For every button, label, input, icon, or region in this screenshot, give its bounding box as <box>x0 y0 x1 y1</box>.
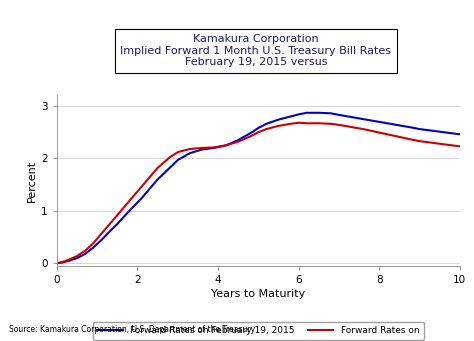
Forward Rates on February 19, 2015 <box>122 213 128 217</box>
Forward Rates on <box>122 204 128 208</box>
Forward Rates on <box>106 222 112 226</box>
Forward Rates on February 19, 2015 <box>384 121 390 125</box>
Forward Rates on February 19, 2015 <box>90 246 96 250</box>
Forward Rates on <box>428 140 434 145</box>
Forward Rates on February 19, 2015 <box>223 143 229 147</box>
Forward Rates on February 19, 2015 <box>316 111 321 115</box>
Forward Rates on February 19, 2015 <box>457 132 463 136</box>
Forward Rates on February 19, 2015 <box>296 112 301 116</box>
Forward Rates on <box>384 132 390 136</box>
Forward Rates on <box>74 254 80 258</box>
Forward Rates on <box>66 258 72 262</box>
Forward Rates on February 19, 2015 <box>441 130 447 134</box>
Forward Rates on February 19, 2015 <box>106 230 112 234</box>
Forward Rates on <box>146 175 152 179</box>
Forward Rates on <box>457 144 463 148</box>
Forward Rates on February 19, 2015 <box>276 118 282 122</box>
Forward Rates on February 19, 2015 <box>328 111 334 115</box>
Forward Rates on February 19, 2015 <box>74 256 80 260</box>
Forward Rates on <box>155 166 160 170</box>
Forward Rates on February 19, 2015 <box>82 252 88 256</box>
Forward Rates on <box>60 260 66 264</box>
Forward Rates on <box>264 127 269 131</box>
Forward Rates on <box>360 127 366 131</box>
Forward Rates on <box>453 144 458 148</box>
Forward Rates on February 19, 2015 <box>175 158 181 162</box>
Forward Rates on <box>316 121 321 125</box>
Forward Rates on February 19, 2015 <box>336 113 342 117</box>
Forward Rates on <box>114 213 120 217</box>
Forward Rates on <box>348 125 354 129</box>
Forward Rates on <box>304 121 310 125</box>
Forward Rates on February 19, 2015 <box>138 196 144 201</box>
Forward Rates on <box>187 147 192 151</box>
Forward Rates on February 19, 2015 <box>155 177 160 181</box>
Forward Rates on February 19, 2015 <box>409 125 414 130</box>
Forward Rates on <box>255 130 261 134</box>
Forward Rates on <box>54 261 60 265</box>
Forward Rates on <box>175 150 181 154</box>
Forward Rates on <box>296 121 301 125</box>
Forward Rates on February 19, 2015 <box>396 123 402 128</box>
Forward Rates on February 19, 2015 <box>187 151 192 155</box>
Forward Rates on <box>223 143 229 147</box>
Forward Rates on February 19, 2015 <box>255 126 261 130</box>
Line: Forward Rates on: Forward Rates on <box>57 123 460 263</box>
Forward Rates on <box>396 135 402 139</box>
Forward Rates on <box>409 137 414 142</box>
Forward Rates on <box>199 146 205 150</box>
Forward Rates on <box>138 185 144 189</box>
Forward Rates on February 19, 2015 <box>304 111 310 115</box>
Forward Rates on February 19, 2015 <box>146 187 152 191</box>
Forward Rates on February 19, 2015 <box>235 138 241 142</box>
Forward Rates on <box>288 122 293 126</box>
X-axis label: Years to Maturity: Years to Maturity <box>211 289 305 299</box>
Forward Rates on <box>276 124 282 128</box>
Forward Rates on February 19, 2015 <box>348 115 354 119</box>
Forward Rates on February 19, 2015 <box>66 259 72 263</box>
Forward Rates on <box>441 142 447 146</box>
Forward Rates on February 19, 2015 <box>453 132 458 136</box>
Forward Rates on <box>211 145 217 149</box>
Text: Source: Kamakura Corporation, U.S. Department of the Treasury: Source: Kamakura Corporation, U.S. Depar… <box>9 325 255 334</box>
Line: Forward Rates on February 19, 2015: Forward Rates on February 19, 2015 <box>57 113 460 263</box>
Forward Rates on February 19, 2015 <box>428 129 434 133</box>
Forward Rates on February 19, 2015 <box>211 146 217 150</box>
Forward Rates on February 19, 2015 <box>130 205 136 209</box>
Forward Rates on February 19, 2015 <box>98 238 104 242</box>
Forward Rates on February 19, 2015 <box>247 131 253 135</box>
Forward Rates on <box>98 232 104 236</box>
Forward Rates on February 19, 2015 <box>372 119 378 123</box>
Forward Rates on February 19, 2015 <box>417 127 422 131</box>
Forward Rates on <box>417 139 422 143</box>
Forward Rates on <box>247 134 253 138</box>
Forward Rates on <box>328 122 334 126</box>
Forward Rates on <box>167 155 173 160</box>
Forward Rates on <box>336 123 342 127</box>
Forward Rates on <box>235 139 241 144</box>
Forward Rates on February 19, 2015 <box>54 261 60 265</box>
Forward Rates on <box>82 249 88 253</box>
Forward Rates on February 19, 2015 <box>167 166 173 170</box>
Y-axis label: Percent: Percent <box>27 160 37 202</box>
Forward Rates on <box>130 194 136 198</box>
Forward Rates on <box>90 241 96 246</box>
Forward Rates on February 19, 2015 <box>114 222 120 226</box>
Forward Rates on February 19, 2015 <box>199 147 205 151</box>
Forward Rates on February 19, 2015 <box>288 115 293 119</box>
Forward Rates on <box>372 130 378 134</box>
Forward Rates on February 19, 2015 <box>60 260 66 264</box>
Legend: Forward Rates on February 19, 2015, Forward Rates on: Forward Rates on February 19, 2015, Forw… <box>93 322 424 340</box>
Forward Rates on February 19, 2015 <box>264 122 269 126</box>
Forward Rates on February 19, 2015 <box>360 117 366 121</box>
Text: Kamakura Corporation
Implied Forward 1 Month U.S. Treasury Bill Rates
February 1: Kamakura Corporation Implied Forward 1 M… <box>120 34 392 67</box>
